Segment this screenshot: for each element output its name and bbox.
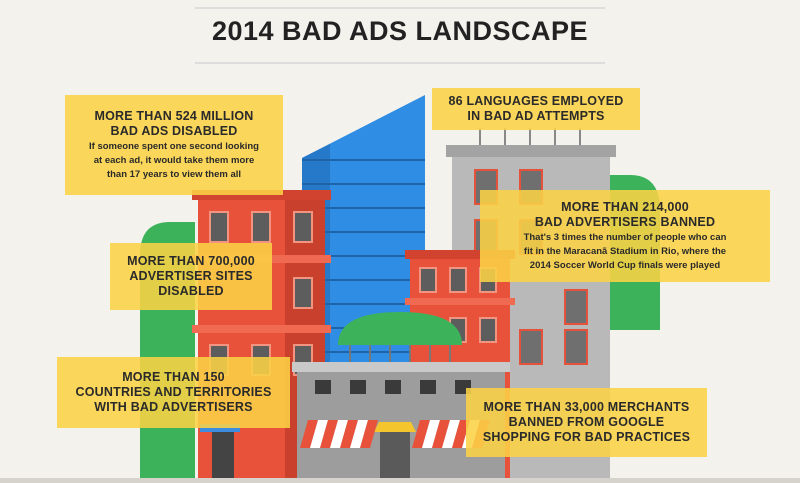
awning-stripe [442, 420, 460, 448]
callout: 86 LANGUAGES EMPLOYED IN BAD AD ATTEMPTS [432, 88, 640, 130]
callout-body: than 17 years to view them all [106, 169, 242, 180]
callout-heading: MORE THAN 700,000 [127, 254, 255, 268]
window [293, 277, 313, 309]
window [564, 329, 588, 365]
callout-heading: BAD ADVERTISERS BANNED [534, 215, 716, 229]
callout: MORE THAN 524 MILLION BAD ADS DISABLED If … [65, 95, 283, 195]
awning-stripe [310, 420, 328, 448]
callout-heading: DISABLED [158, 284, 224, 298]
awning-stripe [340, 420, 358, 448]
callout-heading: COUNTRIES AND TERRITORIES [75, 385, 272, 399]
awning-stripe [320, 420, 338, 448]
callout-heading: MORE THAN 33,000 MERCHANTS [483, 400, 690, 414]
window [420, 380, 436, 394]
callout-heading: WITH BAD ADVERTISERS [94, 400, 253, 414]
window [251, 211, 271, 243]
window [209, 211, 229, 243]
callout: MORE THAN 214,000 BAD ADVERTISERS BANNED T… [480, 190, 770, 282]
awning [374, 422, 416, 432]
callout-heading: MORE THAN 524 MILLION [94, 109, 254, 123]
awning-stripe [330, 420, 348, 448]
window [564, 289, 588, 325]
awning-stripe [360, 420, 378, 448]
window [315, 380, 331, 394]
callout-body: If someone spent one second looking [89, 141, 259, 152]
callout-body: at each ad, it would take them more [93, 155, 255, 166]
callout-body: fit in the Maracanã Stadium in Rio, wher… [523, 246, 727, 257]
callout: MORE THAN 150 COUNTRIES AND TERRITORIES WI… [57, 357, 290, 428]
window [293, 211, 313, 243]
awning-stripe [432, 420, 450, 448]
ledge [405, 298, 515, 305]
building-roof [292, 362, 510, 372]
callout-heading: IN BAD AD ATTEMPTS [467, 109, 605, 123]
awning-stripe [350, 420, 368, 448]
callout-heading: 86 LANGUAGES EMPLOYED [448, 94, 624, 108]
ledge [192, 325, 331, 333]
callout-heading: BANNED FROM GOOGLE [508, 415, 665, 429]
awning-stripe [422, 420, 440, 448]
awning-stripe [452, 420, 470, 448]
window [449, 267, 467, 293]
awning [200, 424, 240, 432]
title: 2014 BAD ADS LANDSCAPE [211, 16, 589, 46]
window [385, 380, 401, 394]
callout: MORE THAN 33,000 MERCHANTS BANNED FROM GO… [466, 388, 707, 457]
awning-stripe [300, 420, 318, 448]
callout: MORE THAN 700,000 ADVERTISER SITES DISABLE… [110, 243, 272, 310]
building-roof [405, 250, 515, 259]
window [419, 267, 437, 293]
ground [0, 478, 800, 483]
window [479, 317, 497, 343]
callout-heading: ADVERTISER SITES [129, 269, 253, 283]
canopy [338, 312, 462, 345]
callout-heading: BAD ADS DISABLED [110, 124, 238, 138]
callout-heading: MORE THAN 150 [122, 370, 225, 384]
callout-body: 2014 Soccer World Cup finals were played [529, 260, 721, 271]
building-roof [446, 145, 616, 157]
door [212, 430, 234, 483]
window [519, 329, 543, 365]
door [380, 432, 410, 483]
window [350, 380, 366, 394]
building-roof [192, 190, 331, 200]
awning-stripe [412, 420, 430, 448]
callout-heading: MORE THAN 214,000 [561, 200, 689, 214]
callout-heading: SHOPPING FOR BAD PRACTICES [482, 430, 691, 444]
callout-body: That's 3 times the number of people who … [523, 232, 727, 243]
